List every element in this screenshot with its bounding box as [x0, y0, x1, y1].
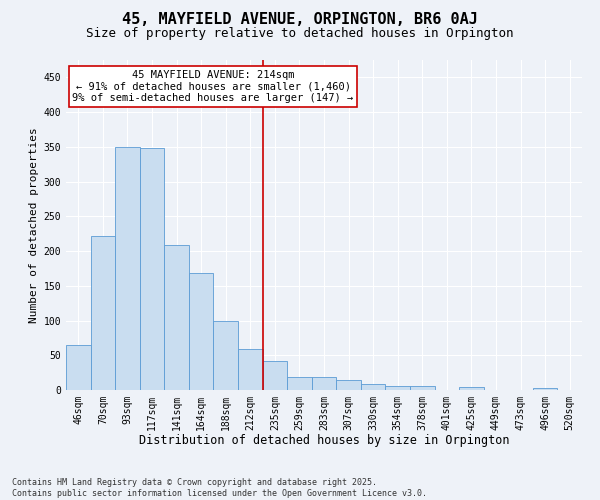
Bar	[533, 388, 557, 390]
Text: 45, MAYFIELD AVENUE, ORPINGTON, BR6 0AJ: 45, MAYFIELD AVENUE, ORPINGTON, BR6 0AJ	[122, 12, 478, 28]
Text: Contains HM Land Registry data © Crown copyright and database right 2025.
Contai: Contains HM Land Registry data © Crown c…	[12, 478, 427, 498]
Bar	[385, 386, 410, 390]
Bar	[214, 321, 238, 390]
Text: Size of property relative to detached houses in Orpington: Size of property relative to detached ho…	[86, 28, 514, 40]
Text: 45 MAYFIELD AVENUE: 214sqm
← 91% of detached houses are smaller (1,460)
9% of se: 45 MAYFIELD AVENUE: 214sqm ← 91% of deta…	[73, 70, 353, 103]
Bar	[459, 387, 484, 390]
Bar	[410, 386, 434, 390]
Bar	[287, 377, 312, 390]
Bar	[336, 380, 361, 390]
Bar	[115, 147, 140, 390]
Bar	[189, 274, 214, 390]
Bar	[312, 378, 336, 390]
Bar	[361, 384, 385, 390]
Bar	[140, 148, 164, 390]
Bar	[263, 361, 287, 390]
Bar	[66, 345, 91, 390]
Bar	[91, 236, 115, 390]
Bar	[164, 246, 189, 390]
X-axis label: Distribution of detached houses by size in Orpington: Distribution of detached houses by size …	[139, 434, 509, 448]
Bar	[238, 349, 263, 390]
Y-axis label: Number of detached properties: Number of detached properties	[29, 127, 40, 323]
